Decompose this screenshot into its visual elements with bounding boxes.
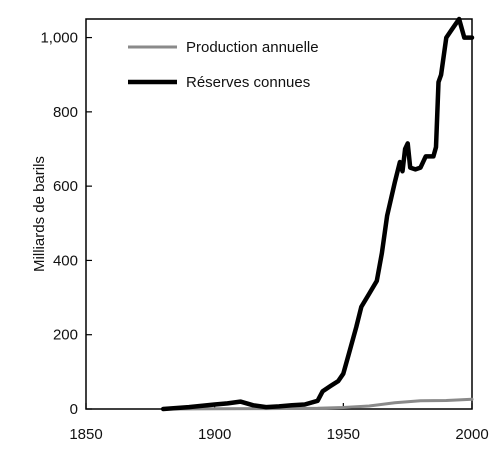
- legend-label-0: Production annuelle: [186, 39, 319, 56]
- y-tick-label: 0: [70, 401, 78, 418]
- x-axis-ticks: 1850 1900 1950 2000: [69, 403, 489, 443]
- series-layer: [160, 16, 475, 412]
- x-tick-label: 2000: [455, 426, 488, 443]
- x-tick-label: 1900: [198, 426, 231, 443]
- y-tick-label: 600: [53, 178, 78, 195]
- x-tick-label: 1950: [327, 426, 360, 443]
- series-line-0: [161, 397, 474, 411]
- y-tick-label: 1,000: [40, 30, 78, 47]
- y-tick-label: 800: [53, 104, 78, 121]
- y-axis-label: Milliards de barils: [31, 156, 48, 272]
- legend: Production annuelle Réserves connues: [128, 39, 319, 91]
- y-tick-label: 200: [53, 327, 78, 344]
- series-line-1: [160, 16, 475, 412]
- x-tick-label: 1850: [69, 426, 102, 443]
- legend-label-1: Réserves connues: [186, 74, 310, 91]
- y-tick-label: 400: [53, 252, 78, 269]
- y-axis-ticks: 0 200 400 600 800 1,000: [40, 30, 92, 418]
